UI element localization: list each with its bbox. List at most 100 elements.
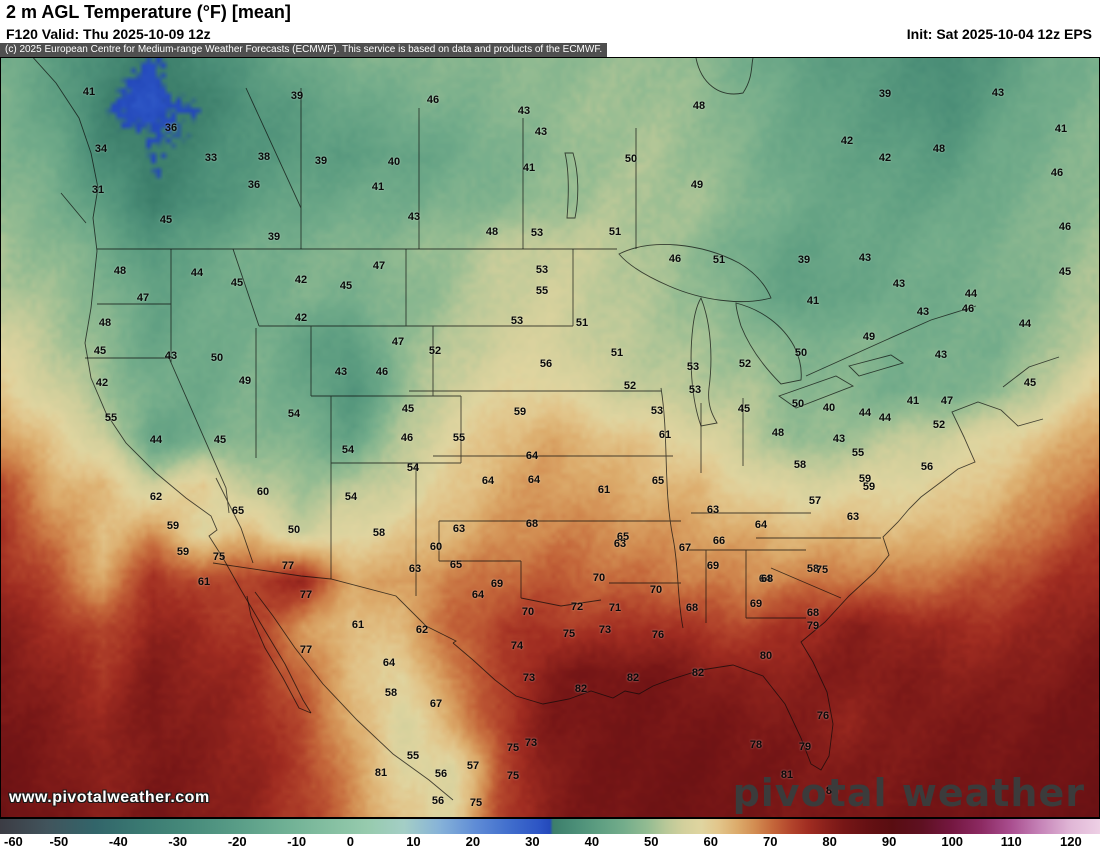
- temp-label: 56: [434, 768, 448, 780]
- temp-label: 48: [771, 427, 785, 439]
- temp-label: 68: [525, 518, 539, 530]
- temp-label: 46: [400, 432, 414, 444]
- temp-label: 43: [934, 349, 948, 361]
- temp-label: 47: [391, 336, 405, 348]
- temp-label: 45: [737, 403, 751, 415]
- temp-label: 68: [685, 602, 699, 614]
- temp-label: 73: [598, 624, 612, 636]
- temp-label: 46: [375, 366, 389, 378]
- temp-label: 48: [98, 317, 112, 329]
- temp-label: 52: [932, 419, 946, 431]
- temp-label: 56: [539, 358, 553, 370]
- temp-label: 44: [964, 288, 978, 300]
- temp-label: 75: [562, 628, 576, 640]
- temp-label: 42: [294, 312, 308, 324]
- temp-label: 60: [256, 486, 270, 498]
- colorbar-tick: 20: [465, 834, 481, 849]
- colorbar-tick: 10: [406, 834, 421, 849]
- temp-label: 54: [344, 491, 358, 503]
- colorbar-tick: 110: [1000, 834, 1022, 849]
- temp-label: 50: [791, 398, 805, 410]
- temp-label: 57: [808, 495, 822, 507]
- site-watermark: www.pivotalweather.com: [9, 789, 210, 806]
- temp-label: 45: [93, 345, 107, 357]
- temp-label: 43: [916, 306, 930, 318]
- temp-label: 52: [738, 358, 752, 370]
- temp-label: 55: [104, 412, 118, 424]
- temp-label: 53: [688, 384, 702, 396]
- temp-label: 43: [407, 211, 421, 223]
- temp-label: 55: [406, 750, 420, 762]
- init-time: Init: Sat 2025-10-04 12z EPS: [906, 26, 1092, 42]
- temp-label: 43: [858, 252, 872, 264]
- temp-label: 56: [920, 461, 934, 473]
- temp-label: 59: [176, 546, 190, 558]
- temp-label: 50: [794, 347, 808, 359]
- temp-label: 53: [650, 405, 664, 417]
- temp-label: 51: [608, 226, 622, 238]
- temp-label: 63: [706, 504, 720, 516]
- temp-label: 49: [238, 375, 252, 387]
- temp-label: 81: [374, 767, 388, 779]
- temp-label: 58: [793, 459, 807, 471]
- temp-label: 53: [530, 227, 544, 239]
- temp-label: 45: [230, 277, 244, 289]
- temp-label: 60: [429, 541, 443, 553]
- temp-label: 61: [597, 484, 611, 496]
- colorbar-tick: 30: [525, 834, 540, 849]
- colorbar-tick: -30: [168, 834, 188, 849]
- colorbar-tick: 0: [346, 834, 354, 849]
- temp-label: 82: [574, 683, 588, 695]
- temp-label: 64: [471, 589, 485, 601]
- temp-label: 41: [1054, 123, 1068, 135]
- temp-label: 48: [692, 100, 706, 112]
- temp-label: 33: [204, 152, 218, 164]
- temp-label: 43: [832, 433, 846, 445]
- temp-label: 43: [164, 350, 178, 362]
- temp-label: 75: [506, 770, 520, 782]
- temp-label: 81: [780, 769, 794, 781]
- temp-label: 73: [522, 672, 536, 684]
- temp-label: 55: [452, 432, 466, 444]
- temp-label: 73: [524, 737, 538, 749]
- colorbar-tick: 70: [762, 834, 778, 849]
- temp-label: 57: [466, 760, 480, 772]
- temp-label: 69: [706, 560, 720, 572]
- pivotal-weather-logo: pivotal weather: [732, 771, 1085, 815]
- temp-label: 76: [816, 710, 830, 722]
- temp-label: 44: [190, 267, 204, 279]
- temp-label: 42: [840, 135, 854, 147]
- temp-label: 71: [608, 602, 622, 614]
- temperature-map: 41 39 46 43 48 39 43 36 43 42 48 41 34 33 38 39 40 41 50 42…: [0, 57, 1100, 818]
- temp-label: 53: [535, 264, 549, 276]
- temp-label: 65: [616, 531, 630, 543]
- temp-label: 65: [449, 559, 463, 571]
- temp-label: 45: [159, 214, 173, 226]
- temp-label: 51: [712, 254, 726, 266]
- temp-label: 42: [95, 377, 109, 389]
- temp-label: 53: [510, 315, 524, 327]
- temp-label: 46: [1050, 167, 1064, 179]
- colorbar-tick: 90: [881, 834, 897, 849]
- temp-label: 39: [290, 90, 304, 102]
- temp-label: 50: [210, 352, 224, 364]
- temp-label: 50: [624, 153, 638, 165]
- temp-label: 49: [862, 331, 876, 343]
- temp-label: 40: [387, 156, 401, 168]
- temp-label: 70: [592, 572, 606, 584]
- temp-label: 36: [247, 179, 261, 191]
- header: 2 m AGL Temperature (°F) [mean] F120 Val…: [0, 0, 1100, 57]
- temp-label: 64: [382, 657, 396, 669]
- colorbar-tick: -20: [227, 834, 247, 849]
- colorbar-tick: 120: [1060, 834, 1082, 849]
- temp-label: 59: [166, 520, 180, 532]
- temp-label: 39: [878, 88, 892, 100]
- temp-label: 51: [575, 317, 589, 329]
- temp-label: 51: [610, 347, 624, 359]
- temp-label: 41: [82, 86, 96, 98]
- temp-label: 41: [806, 295, 820, 307]
- temp-label: 47: [372, 260, 386, 272]
- map-title: 2 m AGL Temperature (°F) [mean]: [6, 2, 291, 22]
- temp-label: 82: [626, 672, 640, 684]
- temp-label: 61: [351, 619, 365, 631]
